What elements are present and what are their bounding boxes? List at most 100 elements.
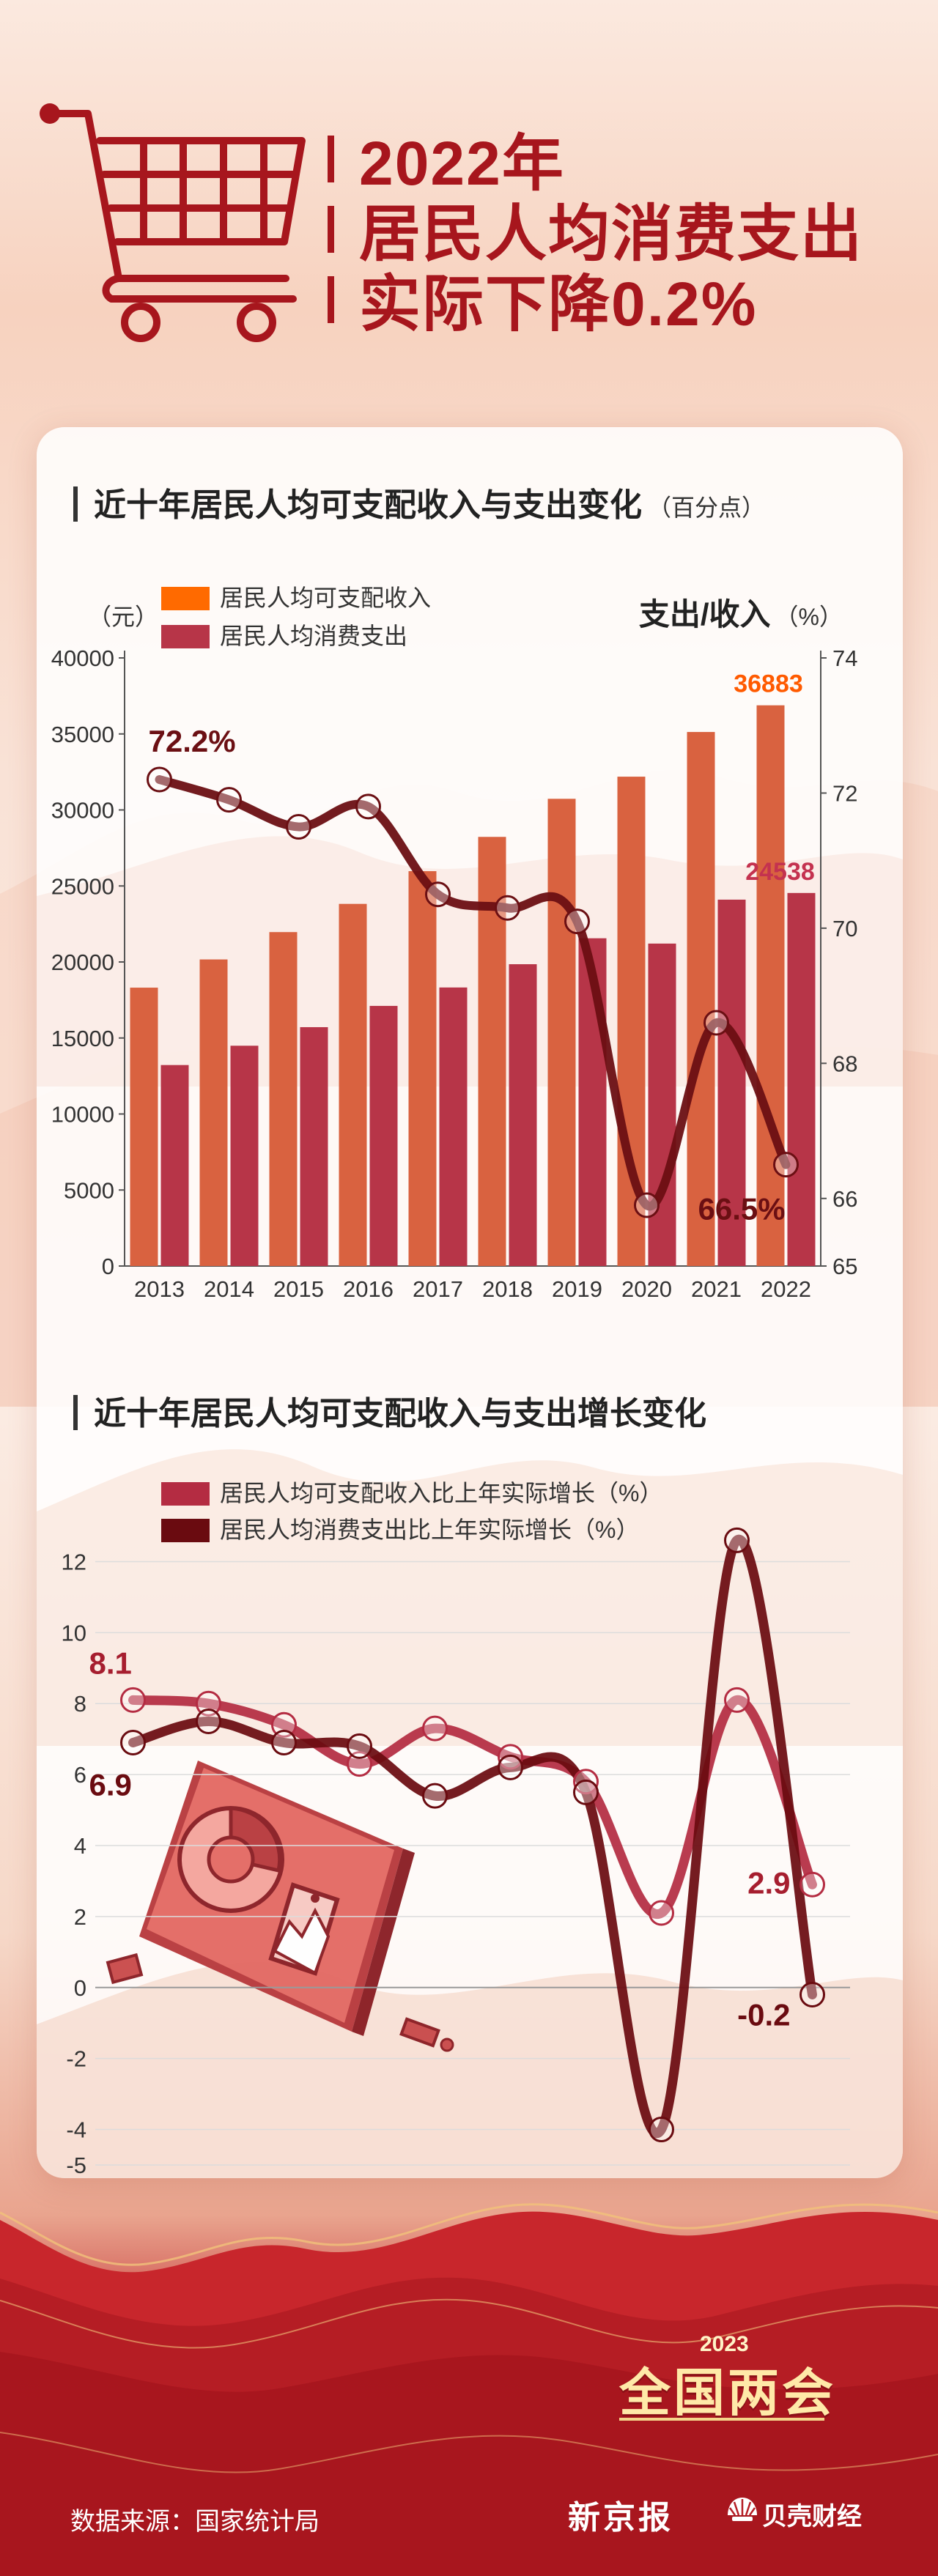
chart2-expense-growth-point [347, 1733, 372, 1759]
shopping-cart-icon [40, 103, 306, 342]
chart2-expense-first-label: 6.9 [89, 1768, 132, 1802]
chart2-income-growth-point [271, 1711, 297, 1738]
header: 2022年 居民人均消费支出 实际下降0.2% [0, 0, 938, 410]
card-mountain-background [37, 836, 903, 2178]
chart1-ratio-point [355, 793, 381, 820]
chart1-x-tick-label: 2018 [482, 1276, 533, 1302]
chart1-ratio-point [704, 1010, 729, 1036]
chart1-section-title: 近十年居民人均可支配收入与支出变化 （百分点） [73, 478, 765, 525]
chart1-expense-bar [648, 943, 676, 1266]
chart1-income-bar [199, 959, 228, 1266]
chart1-income-bar [617, 777, 646, 1266]
chart1-income-bar-label: 36883 [734, 670, 803, 698]
chart2-expense-growth-line [128, 1534, 817, 2138]
chart2-expense-growth-point [271, 1730, 297, 1756]
chart1-title-bar [73, 486, 78, 522]
chart2-y-tick-label: 12 [62, 1549, 86, 1574]
chart1-legend-swatch [161, 625, 210, 648]
chart2-expense-last-label: -0.2 [737, 1997, 790, 2032]
headline-line-3: 实际下降0.2% [359, 270, 758, 338]
chart1-right-tick-label: 74 [832, 645, 857, 671]
chart1-left-tick-label: 0 [102, 1254, 114, 1279]
chart1-right-axis-title: 支出/收入 （%） [639, 597, 843, 632]
chart1-income-bar [756, 705, 785, 1266]
chart2-income-first-label: 8.1 [89, 1646, 132, 1680]
npc-underline [619, 2418, 824, 2421]
chart1-legend-label: 居民人均可支配收入 [220, 585, 431, 611]
chart2-y-tick-label: -4 [66, 2117, 86, 2143]
chart1-left-tick-label: 40000 [51, 645, 114, 671]
chart1-expense-bar [160, 1065, 189, 1266]
chart2-legend-label: 居民人均可支配收入比上年实际增长（%） [220, 1480, 662, 1506]
chart2-title-text: 近十年居民人均可支配收入与支出增长变化 [94, 1396, 706, 1432]
chart1-ratio-label-first: 72.2% [149, 724, 236, 758]
chart2-legend-label: 居民人均消费支出比上年实际增长（%） [220, 1517, 639, 1543]
chart2-y-tick-label: 0 [74, 1975, 86, 2001]
chart1-right-tick-label: 72 [832, 780, 857, 806]
chart2-section-title: 近十年居民人均可支配收入与支出增长变化 [73, 1387, 706, 1434]
chart1-left-tick-label: 20000 [51, 950, 114, 975]
chart2-income-growth-point [724, 1687, 750, 1713]
chart2-y-tick-label: -2 [66, 2046, 86, 2072]
chart2-expense-growth-point [724, 1527, 750, 1553]
chart2-expense-growth-point [422, 1783, 448, 1809]
chart2-y-tick-label: 8 [74, 1691, 86, 1717]
logo-beike-caijing: 贝壳财经 [762, 2503, 862, 2531]
data-source: 数据来源：国家统计局 [70, 2508, 320, 2536]
chart2-income-growth-point [422, 1715, 448, 1742]
chart1-expense-bar [717, 899, 746, 1266]
chart1-x-tick-label: 2019 [552, 1276, 602, 1302]
chart1-ratio-label-last: 66.5% [698, 1192, 786, 1226]
title-accent-bars [328, 136, 339, 348]
chart2-income-growth-point [196, 1690, 221, 1717]
npc-title: 全国两会 [619, 2364, 836, 2421]
chart1-income-bar [547, 799, 576, 1266]
chart1-left-tick-label: 30000 [51, 798, 114, 823]
footer-red-mountains [0, 2203, 938, 2576]
chart-card: 近十年居民人均可支配收入与支出变化 （百分点） （元） 支出/收入 （%） 0 5000 1… [37, 427, 903, 2178]
chart1-income-bar [687, 732, 715, 1266]
chart2-legend-swatch [161, 1482, 210, 1506]
chart1-left-tick-label: 35000 [51, 722, 114, 747]
chart1-expense-bar-label: 24538 [745, 858, 815, 886]
chart2-y-tick-label: 6 [74, 1762, 86, 1788]
chart2-expense-growth-point [498, 1754, 523, 1780]
chart1-x-tick-label: 2013 [134, 1276, 185, 1302]
chart1-x-tick-label: 2016 [343, 1276, 394, 1302]
chart1-income-bar [269, 932, 298, 1266]
npc-year: 2023 [700, 2332, 749, 2356]
chart2-expense-growth-point [196, 1708, 221, 1734]
chart1-right-tick-label: 68 [832, 1051, 857, 1076]
chart1-x-tick-label: 2017 [413, 1276, 463, 1302]
headline-line-1: 2022年 [359, 129, 565, 198]
chart1-left-unit: （元） [88, 604, 158, 630]
chart1-expense-bar [787, 892, 816, 1266]
chart2-expense-growth-point [649, 2117, 674, 2143]
chart1-ratio-line [155, 775, 791, 1211]
chart1-left-tick-label: 5000 [64, 1177, 114, 1203]
chart2-legend-swatch [161, 1519, 210, 1542]
chart1-expense-bar [300, 1026, 328, 1266]
chart1-ratio-point [425, 881, 451, 908]
chart2-expense-growth-point [120, 1730, 146, 1756]
headline-line-2: 居民人均消费支出 [359, 199, 864, 268]
chart1-x-tick-label: 2014 [204, 1276, 254, 1302]
chart2-y-tick-label: 4 [74, 1833, 86, 1859]
chart1-ratio-point [147, 766, 172, 793]
chart1-x-tick-label: 2015 [273, 1276, 324, 1302]
chart1-ratio-point [495, 895, 520, 921]
chart1-x-tick-label: 2021 [691, 1276, 742, 1302]
chart1-ratio-point [286, 814, 311, 840]
chart1-right-tick-label: 70 [832, 916, 857, 941]
chart2-income-growth-point [347, 1751, 372, 1777]
chart1-left-tick-label: 25000 [51, 873, 114, 899]
shell-logo-icon [728, 2498, 757, 2521]
chart1-x-tick-label: 2020 [621, 1276, 672, 1302]
chart1-expense-bar [230, 1045, 259, 1266]
chart1-income-bar [339, 903, 367, 1266]
chart2-income-growth-point [799, 1871, 825, 1898]
chart1-right-tick-label: 65 [832, 1254, 857, 1279]
chart2-y-tick-label: -5 [66, 2153, 86, 2178]
chart2-income-growth-point [649, 1900, 674, 1926]
